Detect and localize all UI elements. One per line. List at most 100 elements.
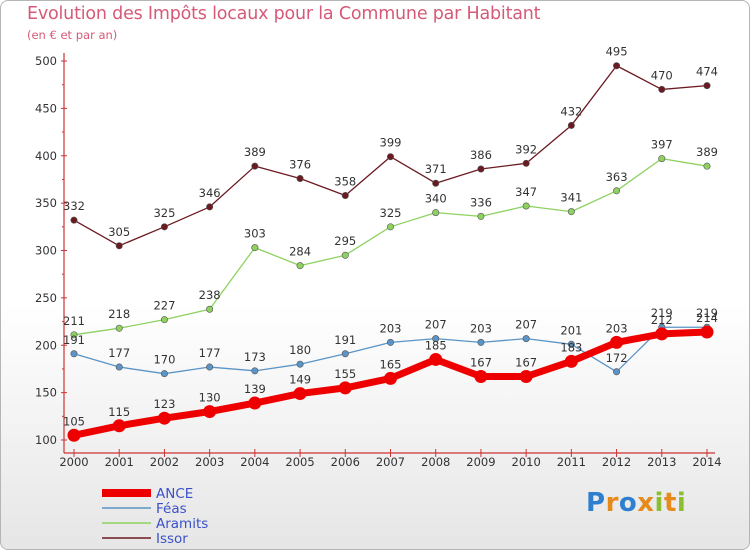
data-point [386, 223, 394, 231]
series-issor [70, 62, 711, 250]
data-label: 295 [334, 234, 356, 248]
data-label: 191 [63, 333, 85, 347]
data-point [112, 419, 126, 433]
data-label: 105 [63, 414, 85, 428]
data-point [613, 62, 621, 70]
data-point [477, 165, 485, 173]
data-label: 203 [380, 321, 402, 335]
data-point [338, 381, 352, 395]
x-tick-label: 2005 [285, 455, 314, 469]
data-label: 155 [334, 367, 356, 381]
data-point [519, 370, 533, 384]
series-féas [70, 323, 711, 378]
data-point [432, 179, 440, 187]
data-point [251, 162, 259, 170]
logo-letter: i [654, 488, 664, 518]
data-label: 495 [606, 45, 628, 59]
data-label: 332 [63, 199, 85, 213]
data-point [203, 405, 217, 419]
data-label: 212 [651, 313, 673, 327]
y-tick-label: 500 [35, 54, 57, 68]
data-label: 325 [380, 206, 402, 220]
data-label: 347 [515, 185, 537, 199]
data-point [160, 316, 168, 324]
series-ance [67, 325, 714, 442]
data-label: 346 [199, 186, 221, 200]
data-point [386, 338, 394, 346]
data-point [251, 367, 259, 375]
data-point [293, 387, 307, 401]
data-label: 165 [380, 357, 402, 371]
data-point [206, 363, 214, 371]
data-label: 386 [470, 148, 492, 162]
data-label: 284 [289, 245, 311, 259]
data-point [115, 363, 123, 371]
data-label: 336 [470, 195, 492, 209]
data-label: 303 [244, 227, 266, 241]
data-label: 392 [515, 142, 537, 156]
x-tick-label: 2003 [195, 455, 224, 469]
data-point [613, 187, 621, 195]
y-tick-label: 250 [35, 291, 57, 305]
data-label: 173 [244, 350, 266, 364]
labels-féas: 191 177 170 177 173 180 191 203 207 203 207 201 172 2… [63, 306, 718, 366]
x-tick-label: 2010 [512, 455, 541, 469]
data-point [341, 251, 349, 259]
data-point [206, 203, 214, 211]
data-point [610, 335, 624, 349]
data-point [474, 370, 488, 384]
data-point [341, 350, 349, 358]
y-tick-label: 100 [35, 433, 57, 447]
data-label: 371 [425, 162, 447, 176]
data-point [115, 242, 123, 250]
data-point [206, 305, 214, 313]
data-point [386, 153, 394, 161]
labels-aramits: 211 218 227 238 303 284 295 325 340 336 347 341 363 3… [63, 138, 718, 328]
data-point [251, 244, 259, 252]
x-tick-label: 2007 [376, 455, 405, 469]
data-point [432, 209, 440, 217]
data-point [115, 324, 123, 332]
labels-ance: 105 115 123 130 139 149 155 165 185 167 167 183 203 2… [63, 311, 718, 428]
legend-label: Issor [156, 531, 188, 547]
data-point [477, 338, 485, 346]
data-point [70, 350, 78, 358]
data-point [432, 335, 440, 343]
data-label: 139 [244, 382, 266, 396]
data-point [296, 360, 304, 368]
data-label: 130 [199, 391, 221, 405]
data-point [70, 216, 78, 224]
series-aramits [70, 155, 711, 339]
series-layer [67, 62, 714, 442]
x-tick-label: 2012 [602, 455, 631, 469]
data-point [703, 82, 711, 90]
y-tick-label: 350 [35, 196, 57, 210]
x-tick-label: 2004 [240, 455, 269, 469]
logo-letter: i [676, 488, 687, 518]
data-point [655, 327, 669, 341]
x-tick-label: 2014 [692, 455, 721, 469]
data-point [160, 370, 168, 378]
data-label: 183 [560, 340, 582, 354]
data-point [522, 159, 530, 167]
data-label: 325 [153, 206, 175, 220]
data-label: 399 [380, 136, 402, 150]
data-point [567, 208, 575, 216]
x-tick-label: 2013 [647, 455, 676, 469]
data-label: 177 [108, 346, 130, 360]
data-point [384, 371, 397, 385]
data-label: 207 [425, 318, 447, 332]
data-label: 201 [560, 323, 582, 337]
proxiti-logo: Proxiti [586, 488, 686, 518]
data-label: 341 [560, 191, 582, 205]
data-point [567, 340, 575, 348]
data-label: 149 [289, 373, 311, 387]
x-tick-label: 2006 [331, 455, 360, 469]
data-point [567, 121, 575, 129]
data-point [296, 174, 304, 182]
labels-issor: 332 305 325 346 389 376 358 399 371 386 392 432 495 4… [63, 45, 718, 239]
y-tick-label: 400 [35, 149, 57, 163]
